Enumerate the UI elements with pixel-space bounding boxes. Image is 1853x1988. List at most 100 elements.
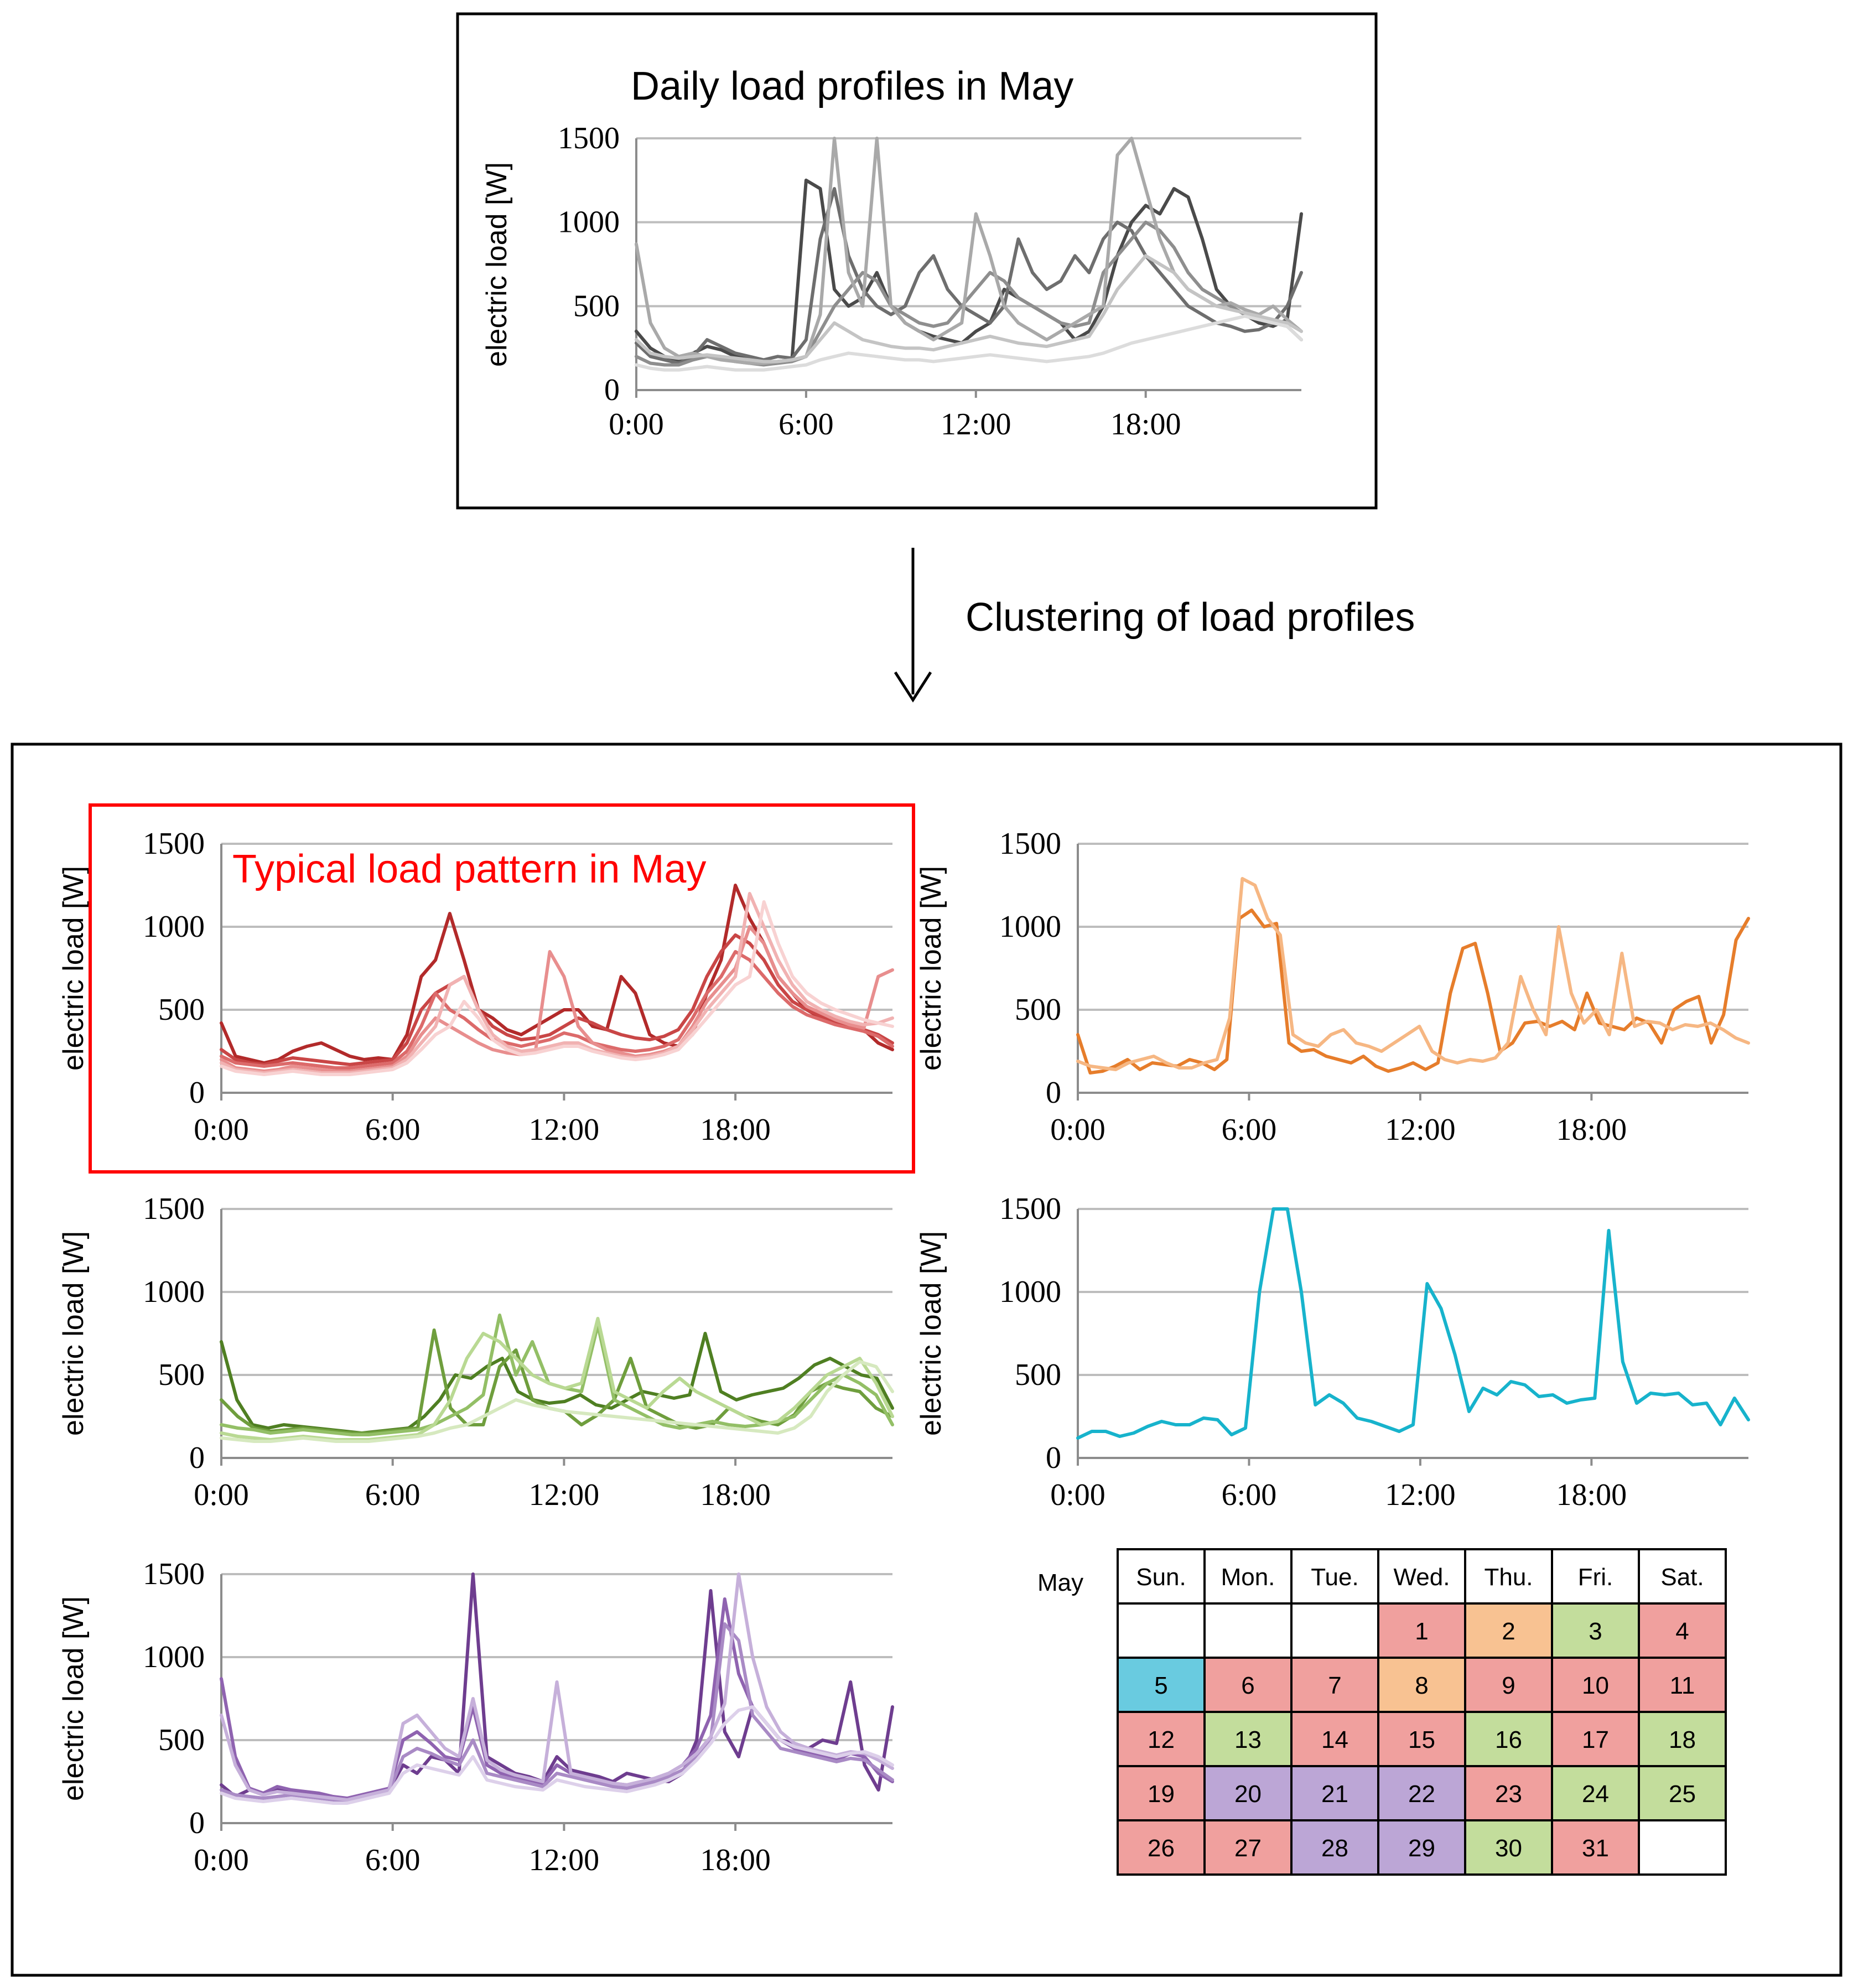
calendar-day-cell	[1551, 1765, 1640, 1821]
cluster-calendar: May Sun. Mon. Tue. Wed. Thu. Fri. Sat.1 2 3 45 6 7 8 9…	[1037, 1548, 1727, 1876]
x-tick-label: 0:00	[1050, 1113, 1105, 1147]
calendar-day-number: 30	[1495, 1835, 1522, 1862]
calendar-day-cell	[1638, 1711, 1727, 1767]
calendar-header-cell	[1638, 1548, 1727, 1605]
calendar-day-cell	[1551, 1711, 1640, 1767]
calendar-day-cell	[1638, 1657, 1727, 1713]
y-tick-label: 500	[1015, 993, 1061, 1027]
calendar-header-cell	[1464, 1548, 1553, 1605]
calendar-day-cell	[1203, 1602, 1293, 1659]
x-tick-label: 12:00	[1385, 1478, 1456, 1512]
typical-pattern-box	[89, 803, 915, 1174]
chart-cluster-orange: 0 500 1000 1500 0:00 6:00 12:00 18:00 electric l…	[915, 827, 1750, 1147]
x-tick-label: 12:00	[529, 1843, 600, 1877]
calendar-day-cell	[1638, 1765, 1727, 1821]
calendar-day-number: 6	[1241, 1672, 1254, 1699]
calendar-day-cell	[1290, 1711, 1379, 1767]
y-tick-label: 1000	[143, 1640, 205, 1674]
calendar-day-number: 13	[1234, 1726, 1262, 1753]
bottom-panel-frame	[11, 743, 1842, 1977]
chart-cluster-purple: 0 500 1000 1500 0:00 6:00 12:00 18:00 electric l…	[58, 1557, 894, 1877]
y-tick-label: 500	[158, 1723, 205, 1757]
calendar-day-number: 9	[1502, 1672, 1515, 1699]
y-tick-label: 1500	[999, 827, 1061, 861]
top-panel-title: Daily load profiles in May	[631, 64, 1073, 108]
calendar-day-cell	[1117, 1819, 1206, 1876]
y-tick-label: 1500	[999, 1192, 1061, 1226]
calendar-day-cell	[1377, 1765, 1466, 1821]
y-tick-label: 0	[1046, 1441, 1061, 1475]
series-line-day-22	[220, 1622, 894, 1803]
y-tick-label: 0	[189, 1806, 205, 1840]
series-line-day-2	[1076, 909, 1750, 1075]
y-tick-label: 500	[158, 993, 205, 1027]
arrow-head	[894, 671, 932, 703]
calendar-day-number: 15	[1408, 1726, 1435, 1753]
calendar-day-number: 18	[1669, 1726, 1696, 1753]
y-tick-label: 0	[1046, 1076, 1061, 1110]
y-tick-label: 1000	[143, 1275, 205, 1309]
calendar-day-cell	[1290, 1819, 1379, 1876]
x-tick-label: 0:00	[194, 1113, 249, 1147]
y-tick-label: 500	[573, 289, 620, 323]
series-line-day-D	[635, 137, 1303, 365]
x-tick-label: 0:00	[194, 1478, 249, 1512]
chart-cluster-green: 0 500 1000 1500 0:00 6:00 12:00 18:00 electric l…	[58, 1192, 894, 1512]
calendar-day-cell	[1377, 1711, 1466, 1767]
typical-pattern-label: Typical load pattern in May	[232, 847, 706, 891]
calendar-day-cell	[1290, 1602, 1379, 1659]
series-line-day-24	[220, 1360, 894, 1443]
series-line-day-6	[220, 900, 894, 1076]
arrow-label: Clustering of load profiles	[966, 595, 1415, 640]
series-line-day-21	[220, 1597, 894, 1800]
calendar-day-number: 4	[1675, 1618, 1689, 1645]
x-tick-label: 18:00	[700, 1113, 771, 1147]
x-tick-label: 6:00	[365, 1843, 421, 1877]
series-line-day-29	[220, 1705, 894, 1805]
y-tick-label: 1000	[999, 1275, 1061, 1309]
y-tick-label: 0	[189, 1441, 205, 1475]
y-axis-label: electric load [W]	[58, 866, 90, 1071]
calendar-day-number: 1	[1415, 1618, 1428, 1645]
y-tick-label: 1500	[143, 1192, 205, 1226]
calendar-header-label: Mon.	[1221, 1564, 1275, 1591]
y-tick-label: 500	[1015, 1358, 1061, 1392]
x-tick-label: 12:00	[1385, 1113, 1456, 1147]
x-tick-label: 18:00	[700, 1478, 771, 1512]
x-tick-label: 6:00	[365, 1113, 421, 1147]
calendar-day-cell	[1464, 1765, 1553, 1821]
x-tick-label: 0:00	[609, 407, 664, 442]
calendar-day-number: 11	[1670, 1672, 1695, 1699]
series-line-day-3	[220, 950, 894, 1070]
calendar-day-number: 31	[1582, 1835, 1609, 1862]
calendar-header-label: Sat.	[1660, 1564, 1704, 1591]
calendar-day-cell	[1203, 1657, 1293, 1713]
calendar-day-number: 27	[1234, 1835, 1262, 1862]
y-tick-label: 0	[189, 1076, 205, 1110]
y-axis-label: electric load [W]	[481, 162, 513, 367]
calendar-day-number: 26	[1148, 1835, 1175, 1862]
calendar-day-cell	[1203, 1765, 1293, 1821]
chart-cluster-red: 0 500 1000 1500 0:00 6:00 12:00 18:00 electric l…	[58, 827, 894, 1147]
x-tick-label: 18:00	[1556, 1113, 1627, 1147]
x-tick-label: 0:00	[1050, 1478, 1105, 1512]
calendar-day-number: 8	[1415, 1672, 1428, 1699]
calendar-day-number: 16	[1495, 1726, 1522, 1753]
x-tick-label: 12:00	[529, 1478, 600, 1512]
series-line-day-5	[220, 892, 894, 1075]
top-panel-frame	[456, 12, 1378, 510]
calendar-day-cell	[1377, 1819, 1466, 1876]
calendar-header-label: Tue.	[1311, 1564, 1358, 1591]
calendar-day-cell	[1117, 1602, 1206, 1659]
series-line-day-F	[635, 314, 1303, 372]
calendar-day-number: 25	[1669, 1781, 1696, 1808]
calendar-header-cell	[1290, 1548, 1379, 1605]
calendar-day-number: 21	[1321, 1781, 1348, 1808]
calendar-day-number: 3	[1589, 1618, 1602, 1645]
series-line-day-5	[1076, 1207, 1750, 1440]
y-tick-label: 500	[158, 1358, 205, 1392]
y-tick-label: 1500	[143, 827, 205, 861]
x-tick-label: 6:00	[1222, 1113, 1277, 1147]
series-line-day-4	[220, 925, 894, 1073]
y-tick-label: 1000	[558, 205, 620, 240]
